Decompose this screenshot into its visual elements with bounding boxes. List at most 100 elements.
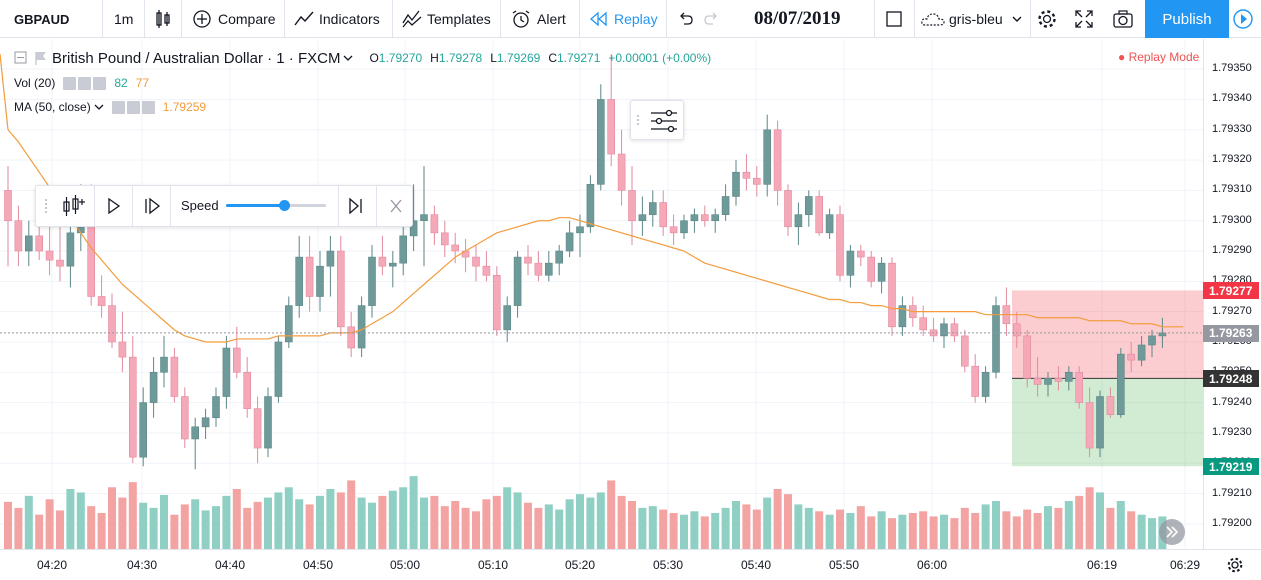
forward-step-button[interactable] bbox=[140, 186, 164, 226]
fullscreen-toggle-button[interactable] bbox=[885, 0, 903, 38]
toolbar-divider bbox=[666, 0, 667, 38]
volume-bar bbox=[628, 501, 636, 549]
gear-icon[interactable] bbox=[1226, 556, 1244, 574]
templates-button[interactable]: Templates bbox=[401, 0, 491, 38]
interval-button[interactable]: 1m bbox=[114, 0, 133, 38]
eye-icon[interactable] bbox=[111, 100, 125, 114]
symbol-label: GBPAUD bbox=[14, 11, 70, 27]
close-value: 1.79271 bbox=[556, 51, 601, 65]
candle-body bbox=[118, 341, 127, 358]
symbol-title[interactable]: British Pound / Australian Dollar · 1 · … bbox=[52, 49, 341, 67]
settings-button[interactable] bbox=[1036, 0, 1058, 38]
candle-body bbox=[295, 256, 304, 306]
chevron-down-icon[interactable] bbox=[94, 103, 104, 111]
candle-body bbox=[222, 347, 231, 397]
volume-bar bbox=[440, 506, 449, 549]
volume-bar bbox=[617, 495, 626, 549]
candle-body bbox=[773, 129, 782, 191]
candle-body bbox=[940, 323, 948, 337]
candle-body bbox=[836, 214, 844, 276]
volume-bar bbox=[773, 489, 782, 549]
price-scale-label: 1.79300 bbox=[1212, 213, 1252, 226]
volume-bar bbox=[950, 518, 959, 549]
candle-body bbox=[763, 129, 772, 185]
time-scale[interactable]: 04:20 04:30 04:40 04:50 05:00 05:10 05:20 05:30… bbox=[0, 549, 1261, 580]
close-icon[interactable] bbox=[141, 100, 155, 114]
price-chart[interactable] bbox=[0, 39, 1203, 549]
time-scale-label: 05:30 bbox=[652, 558, 684, 572]
toolbar-divider bbox=[1030, 0, 1031, 38]
redo-button[interactable] bbox=[703, 0, 721, 38]
ma-label[interactable]: MA (50, close) bbox=[14, 100, 91, 114]
chart-style-button[interactable] bbox=[154, 0, 172, 38]
candle-body bbox=[648, 202, 657, 215]
replay-button[interactable]: Replay bbox=[590, 0, 658, 38]
jump-to-realtime-button[interactable] bbox=[344, 186, 368, 226]
volume-bar bbox=[170, 514, 179, 549]
eye-icon[interactable] bbox=[63, 76, 77, 90]
fullscreen-button[interactable] bbox=[1074, 0, 1094, 38]
speed-slider[interactable] bbox=[226, 200, 326, 211]
top-toolbar: GBPAUD 1m Compare Indicators Templates A… bbox=[0, 0, 1261, 38]
speed-slider-thumb[interactable] bbox=[279, 200, 290, 211]
volume-bar bbox=[35, 514, 44, 549]
toolbar-divider bbox=[284, 0, 285, 38]
play-circle-button[interactable] bbox=[1232, 0, 1254, 38]
volume-bar bbox=[409, 476, 418, 549]
time-scale-label: 04:40 bbox=[214, 558, 246, 572]
candle-body bbox=[700, 214, 709, 222]
candle-body bbox=[690, 214, 699, 222]
time-scale-label: 04:30 bbox=[126, 558, 158, 572]
candle-body bbox=[721, 196, 730, 215]
volume-bar bbox=[1023, 509, 1032, 549]
volume-bar bbox=[378, 495, 387, 549]
gear-icon[interactable] bbox=[78, 76, 92, 90]
chevron-down-icon[interactable] bbox=[343, 54, 353, 62]
candle-body bbox=[1065, 371, 1073, 382]
symbol-search-button[interactable]: GBPAUD bbox=[14, 0, 69, 38]
volume-bar bbox=[482, 499, 491, 549]
candle-body bbox=[253, 408, 262, 449]
time-scale-label: 04:50 bbox=[302, 558, 334, 572]
object-tree-float-button[interactable] bbox=[630, 100, 684, 140]
long-position-tool[interactable] bbox=[1012, 290, 1203, 467]
theme-layout-button[interactable]: gris-bleu bbox=[920, 0, 1023, 38]
volume-bar bbox=[295, 499, 304, 549]
candle-body bbox=[1054, 378, 1063, 382]
candle-body bbox=[960, 335, 969, 367]
price-tag: 1.79263 bbox=[1203, 324, 1259, 342]
interval-label: 1m bbox=[114, 11, 134, 27]
toolbar-divider bbox=[914, 0, 915, 38]
volume-label[interactable]: Vol (20) bbox=[14, 76, 56, 90]
volume-bar bbox=[1085, 487, 1094, 549]
compare-button[interactable]: Compare bbox=[192, 0, 276, 38]
time-scale-label: 05:10 bbox=[477, 558, 509, 572]
gear-icon[interactable] bbox=[126, 100, 140, 114]
select-bar-button[interactable] bbox=[58, 186, 88, 226]
indicators-button[interactable]: Indicators bbox=[293, 0, 380, 38]
volume-bar bbox=[232, 489, 241, 549]
volume-bar bbox=[732, 501, 740, 549]
open-label: O bbox=[369, 51, 379, 65]
play-button[interactable] bbox=[102, 186, 126, 226]
undo-button[interactable] bbox=[676, 0, 694, 38]
volume-bar bbox=[680, 514, 688, 549]
publish-button[interactable]: Publish bbox=[1145, 0, 1229, 38]
candle-body bbox=[711, 214, 720, 222]
time-scale-label: 06:29 bbox=[1169, 558, 1201, 572]
collapse-icon[interactable] bbox=[14, 51, 28, 65]
replay-control-panel: Speed bbox=[35, 185, 413, 227]
drag-handle-icon[interactable] bbox=[40, 186, 52, 226]
volume-bar bbox=[825, 514, 834, 549]
snapshot-button[interactable] bbox=[1112, 0, 1134, 38]
volume-bar bbox=[357, 497, 366, 549]
scroll-to-realtime-button[interactable] bbox=[1158, 518, 1186, 546]
volume-bar bbox=[14, 507, 23, 549]
close-replay-button[interactable] bbox=[384, 186, 408, 226]
close-icon[interactable] bbox=[93, 76, 107, 90]
indicators-icon bbox=[294, 11, 314, 26]
candle-body bbox=[1044, 378, 1052, 385]
candle-body bbox=[1033, 378, 1042, 385]
candle-body bbox=[513, 256, 522, 306]
alert-button[interactable]: Alert bbox=[510, 0, 566, 38]
